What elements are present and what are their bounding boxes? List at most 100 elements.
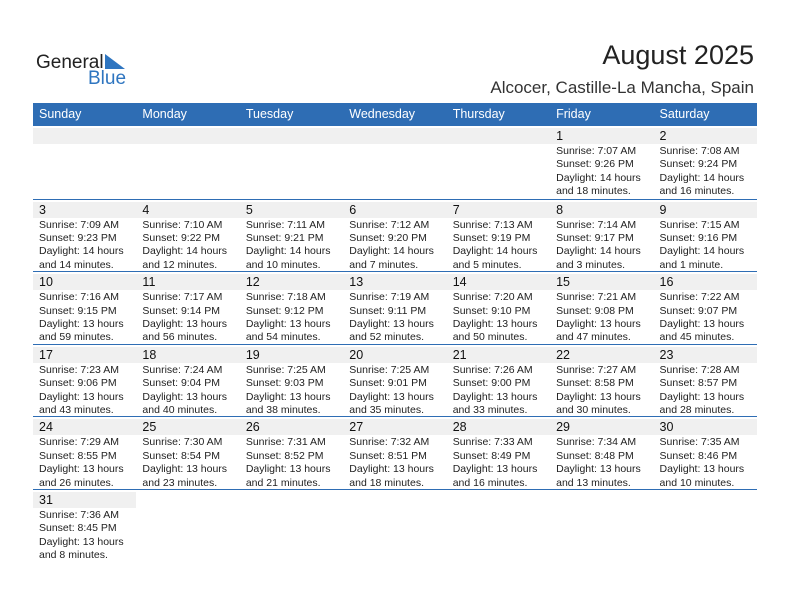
day-number: 4 (142, 202, 150, 217)
sunrise-text: Sunrise: 7:14 AM (556, 218, 637, 231)
sunrise-text: Sunrise: 7:17 AM (142, 291, 223, 304)
day-number: 2 (659, 129, 667, 143)
logo-text-blue: Blue (88, 68, 127, 89)
sunrise-text: Sunrise: 7:31 AM (245, 436, 326, 449)
daylight2-text: and 40 minutes. (142, 404, 218, 416)
day-cell: 16 Sunrise: 7:22 AM Sunset: 9:07 PM Dayligh… (653, 272, 757, 345)
daylight2-text: and 21 minutes. (245, 476, 321, 489)
daylight1-text: Daylight: 14 hours (659, 171, 745, 184)
day-cell: 10 Sunrise: 7:16 AM Sunset: 9:15 PM Dayligh… (33, 272, 137, 344)
sunset-text: Sunset: 8:55 PM (39, 449, 117, 462)
daylight1-text: Daylight: 14 hours (245, 245, 331, 258)
sunset-text: Sunset: 9:04 PM (142, 377, 221, 390)
empty-cell (239, 126, 344, 199)
day-cell: 21 Sunrise: 7:26 AM Sunset: 9:00 PM Dayligh… (446, 345, 551, 417)
day-cell: 8 Sunrise: 7:14 AM Sunset: 9:17 PM Daylight… (550, 200, 654, 272)
sun-info: Sunrise: 7:34 AM Sunset: 8:48 PM Daylight:… (556, 436, 641, 490)
day-number: 6 (349, 202, 357, 217)
sun-info: Sunrise: 7:22 AM Sunset: 9:07 PM Daylight:… (660, 291, 745, 345)
day-cell: 17 Sunrise: 7:23 AM Sunset: 9:06 PM Dayligh… (33, 345, 137, 417)
week-row: 1 Sunrise: 7:07 AM Sunset: 9:26 PM Daylight… (33, 126, 757, 199)
day-number: 21 (452, 347, 467, 362)
sunrise-text: Sunrise: 7:21 AM (556, 291, 637, 304)
weekday-thursday: Thursday (452, 107, 505, 121)
sunrise-text: Sunrise: 7:34 AM (556, 436, 637, 449)
sunset-text: Sunset: 8:46 PM (659, 449, 738, 462)
daylight2-text: and 26 minutes. (39, 476, 114, 489)
date-band (343, 274, 447, 291)
day-cell: 28 Sunrise: 7:33 AM Sunset: 8:49 PM Dayligh… (446, 417, 551, 490)
date-band (239, 128, 344, 144)
daylight2-text: and 56 minutes. (142, 331, 218, 344)
sun-info: Sunrise: 7:08 AM Sunset: 9:24 PM Daylight:… (660, 145, 745, 199)
sunset-text: Sunset: 8:54 PM (142, 449, 221, 462)
sunrise-text: Sunrise: 7:28 AM (659, 363, 740, 376)
date-band (343, 128, 447, 144)
weekday-saturday: Saturday (659, 107, 710, 121)
daylight1-text: Daylight: 13 hours (142, 318, 228, 330)
sun-info: Sunrise: 7:25 AM Sunset: 9:03 PM Daylight:… (246, 364, 331, 418)
daylight1-text: Daylight: 13 hours (349, 390, 434, 403)
day-cell: 4 Sunrise: 7:10 AM Sunset: 9:22 PM Daylight… (136, 200, 240, 272)
daylight1-text: Daylight: 13 hours (245, 318, 331, 330)
sunrise-text: Sunrise: 7:09 AM (39, 218, 119, 231)
day-cell: 15 Sunrise: 7:21 AM Sunset: 9:08 PM Dayligh… (550, 272, 654, 344)
week-row: 3 Sunrise: 7:09 AM Sunset: 9:23 PM Daylight… (33, 198, 757, 272)
day-cell: 22 Sunrise: 7:27 AM Sunset: 8:58 PM Dayligh… (550, 345, 654, 417)
day-number: 9 (659, 202, 667, 217)
daylight2-text: and 10 minutes. (245, 258, 321, 271)
day-cell: 20 Sunrise: 7:25 AM Sunset: 9:01 PM Dayligh… (343, 345, 447, 417)
sunset-text: Sunset: 9:14 PM (142, 304, 221, 317)
date-band (136, 419, 240, 436)
sun-info: Sunrise: 7:29 AM Sunset: 8:55 PM Daylight:… (39, 436, 124, 490)
empty-cell (550, 490, 653, 562)
sunrise-text: Sunrise: 7:18 AM (245, 291, 326, 304)
sun-info: Sunrise: 7:24 AM Sunset: 9:04 PM Daylight:… (142, 364, 227, 418)
daylight2-text: and 1 minute. (659, 258, 724, 271)
sunset-text: Sunset: 9:24 PM (659, 158, 738, 171)
day-number: 20 (349, 347, 364, 362)
sun-info: Sunrise: 7:35 AM Sunset: 8:46 PM Daylight:… (660, 436, 745, 490)
sunset-text: Sunset: 9:19 PM (452, 232, 531, 244)
date-band (136, 346, 240, 363)
date-band (33, 491, 137, 508)
day-number: 25 (142, 420, 157, 435)
daylight2-text: and 3 minutes. (556, 258, 625, 271)
daylight2-text: and 28 minutes. (659, 404, 735, 416)
daylight2-text: and 5 minutes. (452, 258, 522, 271)
date-band (343, 346, 447, 363)
sunset-text: Sunset: 9:16 PM (659, 232, 738, 244)
day-number: 15 (556, 275, 571, 290)
daylight1-text: Daylight: 13 hours (142, 390, 228, 403)
day-number: 19 (245, 347, 260, 362)
sunset-text: Sunset: 9:21 PM (245, 232, 324, 244)
daylight2-text: and 50 minutes. (452, 331, 528, 344)
logo-triangle-icon (105, 54, 125, 69)
sunrise-text: Sunrise: 7:19 AM (349, 291, 430, 304)
sunrise-text: Sunrise: 7:26 AM (452, 363, 533, 376)
daylight1-text: Daylight: 13 hours (452, 390, 538, 403)
daylight1-text: Daylight: 13 hours (245, 390, 331, 403)
sunset-text: Sunset: 8:45 PM (39, 522, 117, 535)
daylight2-text: and 10 minutes. (659, 476, 735, 489)
sun-info: Sunrise: 7:28 AM Sunset: 8:57 PM Daylight:… (660, 364, 745, 418)
day-cell: 24 Sunrise: 7:29 AM Sunset: 8:55 PM Dayligh… (33, 417, 137, 490)
sun-info: Sunrise: 7:31 AM Sunset: 8:52 PM Daylight:… (246, 436, 331, 490)
weekday-monday: Monday (142, 107, 187, 121)
day-number: 30 (659, 420, 674, 435)
day-number: 5 (245, 202, 253, 217)
daylight2-text: and 38 minutes. (245, 404, 321, 416)
date-band (343, 419, 447, 436)
sunset-text: Sunset: 9:08 PM (556, 304, 634, 317)
day-cell: 9 Sunrise: 7:15 AM Sunset: 9:16 PM Daylight… (653, 200, 757, 272)
date-band (653, 346, 757, 363)
sunrise-text: Sunrise: 7:30 AM (142, 436, 223, 449)
sunset-text: Sunset: 9:17 PM (556, 232, 634, 244)
daylight1-text: Daylight: 14 hours (349, 245, 434, 258)
daylight2-text: and 35 minutes. (349, 404, 424, 416)
daylight1-text: Daylight: 13 hours (349, 318, 434, 330)
sunrise-text: Sunrise: 7:08 AM (659, 145, 740, 157)
sunset-text: Sunset: 8:58 PM (556, 377, 634, 390)
sunset-text: Sunset: 9:23 PM (39, 232, 117, 244)
sun-info: Sunrise: 7:33 AM Sunset: 8:49 PM Daylight:… (453, 436, 538, 490)
